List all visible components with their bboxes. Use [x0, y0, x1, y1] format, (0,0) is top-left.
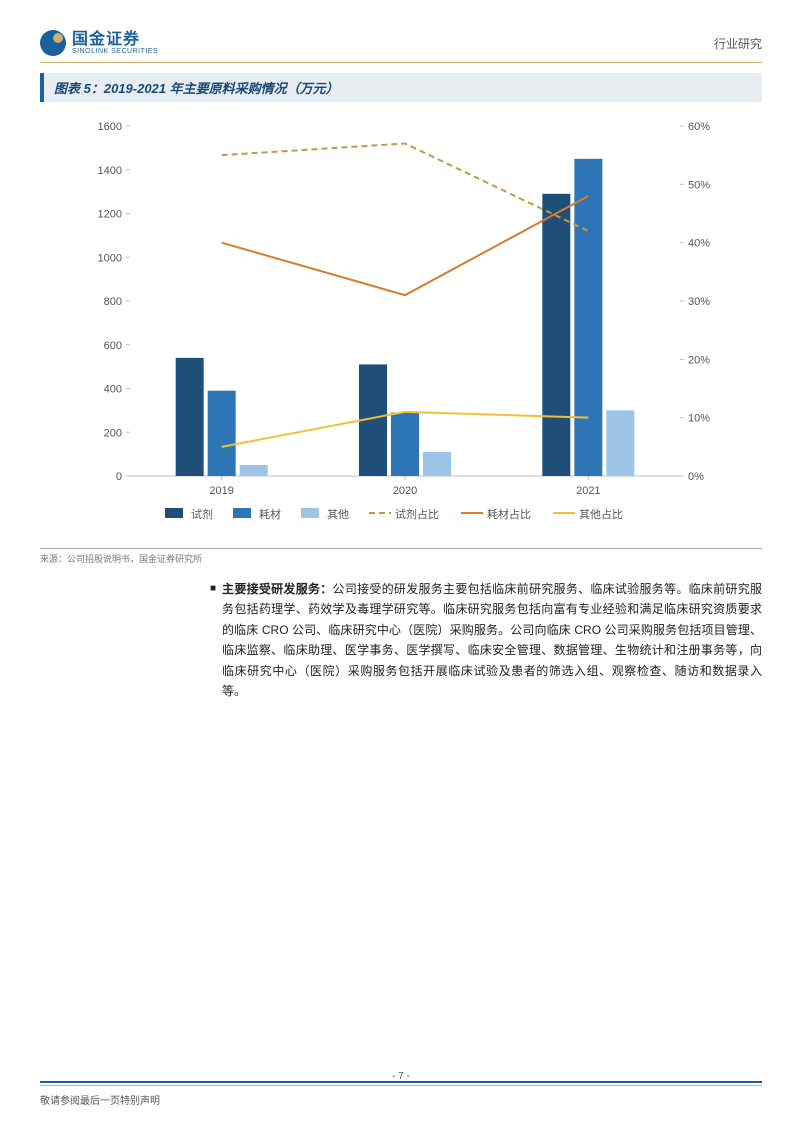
svg-text:其他占比: 其他占比 — [579, 507, 623, 521]
svg-text:0: 0 — [116, 471, 122, 483]
svg-text:2020: 2020 — [393, 485, 417, 497]
svg-text:1600: 1600 — [98, 121, 122, 133]
svg-text:1200: 1200 — [98, 209, 122, 221]
svg-text:20%: 20% — [688, 354, 710, 366]
bullet-icon: ■ — [210, 579, 216, 701]
page-footer: - 7 - 敬请参阅最后一页特别声明 — [40, 1081, 762, 1107]
page-header: 国金证券 SINOLINK SECURITIES 行业研究 — [40, 30, 762, 63]
chart-title: 图表 5：2019-2021 年主要原料采购情况（万元） — [40, 73, 762, 102]
svg-text:800: 800 — [104, 296, 122, 308]
svg-text:1000: 1000 — [98, 252, 122, 264]
svg-text:1400: 1400 — [98, 165, 122, 177]
svg-text:400: 400 — [104, 384, 122, 396]
svg-text:试剂占比: 试剂占比 — [395, 507, 439, 521]
svg-text:40%: 40% — [688, 238, 710, 250]
svg-text:耗材: 耗材 — [259, 507, 281, 521]
combo-chart: 0 200 400 600 800 1000 1200 1400 1600 0% 10% 20% 30%… — [40, 106, 760, 546]
paragraph-text: 公司接受的研发服务主要包括临床前研究服务、临床试验服务等。临床前研究服务包括药理… — [222, 582, 762, 698]
body-paragraph: ■ 主要接受研发服务：公司接受的研发服务主要包括临床前研究服务、临床试验服务等。… — [210, 579, 762, 701]
logo: 国金证券 SINOLINK SECURITIES — [40, 30, 158, 56]
svg-text:600: 600 — [104, 340, 122, 352]
header-category: 行业研究 — [714, 35, 762, 52]
svg-text:其他: 其他 — [327, 508, 349, 521]
logo-icon — [40, 30, 66, 56]
page-number: - 7 - — [40, 1071, 762, 1082]
logo-text-en: SINOLINK SECURITIES — [72, 48, 158, 55]
logo-text-cn: 国金证券 — [72, 32, 158, 48]
svg-text:50%: 50% — [688, 179, 710, 191]
svg-text:60%: 60% — [688, 121, 710, 133]
disclaimer-text: 敬请参阅最后一页特别声明 — [40, 1092, 160, 1107]
svg-text:2021: 2021 — [576, 485, 600, 497]
paragraph-heading: 主要接受研发服务： — [222, 582, 333, 596]
svg-text:30%: 30% — [688, 296, 710, 308]
chart-source: 来源：公司招股说明书，国金证券研究所 — [40, 548, 762, 565]
svg-text:0%: 0% — [688, 471, 704, 483]
svg-text:2019: 2019 — [209, 485, 233, 497]
svg-text:200: 200 — [104, 427, 122, 439]
svg-text:试剂: 试剂 — [191, 507, 213, 521]
svg-text:耗材占比: 耗材占比 — [487, 507, 531, 521]
svg-text:10%: 10% — [688, 413, 710, 425]
chart-container: 0 200 400 600 800 1000 1200 1400 1600 0% 10% 20% 30%… — [40, 106, 762, 546]
